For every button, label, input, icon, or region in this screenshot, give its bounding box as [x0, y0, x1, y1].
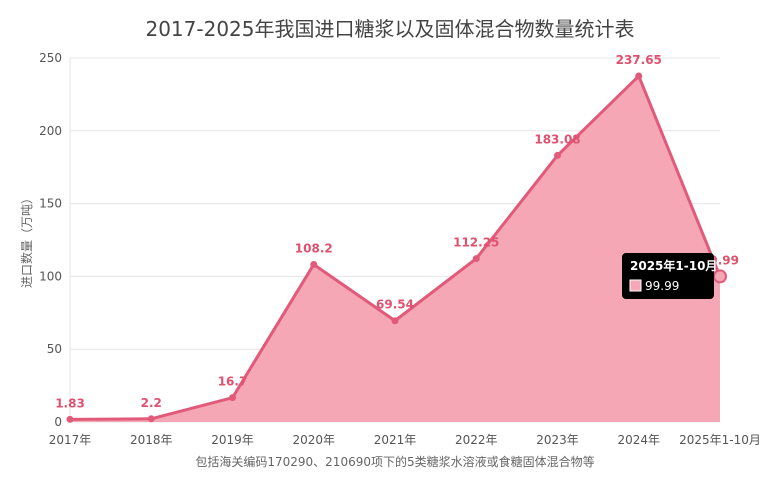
x-tick-label: 2022年 — [455, 433, 498, 447]
data-label: 237.65 — [616, 53, 662, 67]
x-tick-label: 2019年 — [211, 433, 254, 447]
y-axis-label: 进口数量（万吨） — [19, 192, 34, 288]
chart-title: 2017-2025年我国进口糖浆以及固体混合物数量统计表 — [145, 17, 634, 41]
x-tick-label: 2023年 — [536, 433, 579, 447]
x-tick-label: 2021年 — [374, 433, 417, 447]
tooltip-title: 2025年1-10月 — [630, 258, 717, 273]
area-fill — [70, 75, 720, 422]
y-tick-label: 150 — [39, 197, 62, 211]
data-label: 183.08 — [534, 132, 580, 146]
data-points[interactable] — [66, 72, 727, 423]
y-tick-label: 200 — [39, 124, 62, 138]
data-label: 108.2 — [295, 241, 333, 255]
data-label: 112.25 — [453, 236, 499, 250]
y-tick-label: 250 — [39, 51, 62, 65]
data-point[interactable] — [229, 394, 236, 402]
data-label: 16.7 — [218, 375, 248, 389]
x-axis-ticks: 2017年 2018年 2019年 2020年 2021年 2022年 2023年 2024年… — [49, 433, 761, 447]
data-label: 69.54 — [376, 298, 414, 312]
data-point[interactable] — [472, 255, 480, 263]
area-series — [69, 74, 722, 422]
x-tick-label: 2017年 — [49, 433, 92, 447]
tooltip: 2025年1-10月 99.99 — [622, 253, 717, 299]
y-tick-label: 100 — [39, 269, 62, 283]
tooltip-background — [622, 253, 714, 299]
tooltip-value: 99.99 — [645, 279, 679, 293]
x-tick-label: 2025年1-10月 — [679, 433, 761, 447]
data-point[interactable] — [66, 415, 74, 423]
data-label: 1.83 — [55, 396, 85, 410]
x-tick-label: 2020年 — [292, 433, 335, 447]
y-tick-label: 0 — [54, 415, 62, 429]
grid-lines — [69, 57, 720, 423]
data-point[interactable] — [635, 72, 643, 80]
x-tick-label: 2018年 — [130, 433, 173, 447]
data-point[interactable] — [310, 260, 318, 268]
data-label: 2.2 — [141, 396, 162, 410]
data-point[interactable] — [147, 415, 155, 423]
y-axis-ticks: 0 50 100 150 200 250 — [39, 51, 62, 429]
data-point[interactable] — [391, 317, 399, 325]
x-tick-label: 2024年 — [617, 433, 660, 447]
data-point[interactable] — [554, 151, 561, 159]
x-axis-label: 包括海关编码170290、210690项下的5类糖浆水溶液或食糖固体混合物等 — [195, 454, 594, 469]
y-tick-label: 50 — [47, 342, 62, 356]
tooltip-swatch — [629, 279, 642, 292]
